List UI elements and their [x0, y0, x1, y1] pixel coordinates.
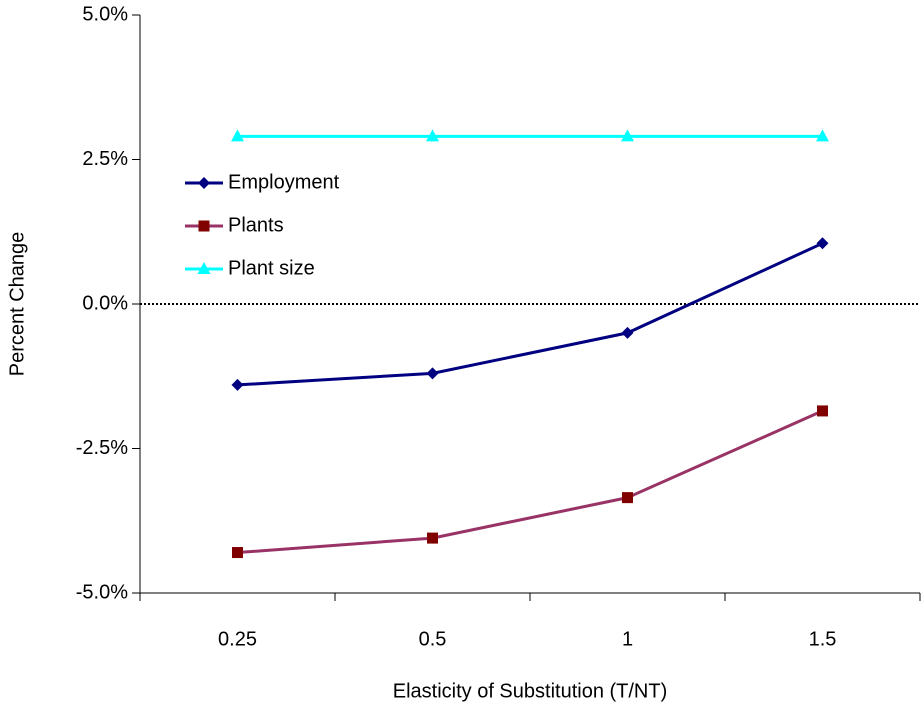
legend-label: Plants: [228, 214, 284, 236]
y-tick-label: 5.0%: [82, 3, 128, 25]
data-point: [621, 129, 634, 142]
data-point: [426, 129, 439, 142]
data-point: [621, 326, 634, 339]
data-point: [817, 405, 828, 417]
data-point: [816, 129, 829, 142]
data-point: [231, 129, 244, 142]
y-axis-title: Percent Change: [6, 232, 28, 377]
y-tick-label: -5.0%: [76, 581, 128, 603]
x-tick-label: 1.5: [809, 628, 837, 650]
series-line: [237, 241, 824, 387]
y-tick-label: 0.0%: [82, 292, 128, 314]
legend-marker: [198, 177, 210, 189]
y-tick-label: -2.5%: [76, 437, 128, 459]
legend-marker: [198, 220, 210, 232]
series-line: [237, 409, 824, 555]
x-tick-label: 0.25: [218, 628, 257, 650]
data-point: [622, 492, 633, 504]
data-point: [816, 237, 829, 250]
x-tick-label: 0.5: [419, 628, 447, 650]
data-point: [231, 378, 244, 391]
data-point: [232, 547, 243, 559]
data-point: [426, 367, 439, 380]
x-axis-title: Elasticity of Substitution (T/NT): [393, 680, 668, 702]
legend-label: Plant size: [228, 257, 315, 279]
legend-marker: [197, 262, 211, 274]
legend-label: Employment: [228, 171, 340, 193]
x-tick-label: 1: [622, 628, 633, 650]
y-tick-label: 2.5%: [82, 148, 128, 170]
data-point: [427, 532, 438, 544]
